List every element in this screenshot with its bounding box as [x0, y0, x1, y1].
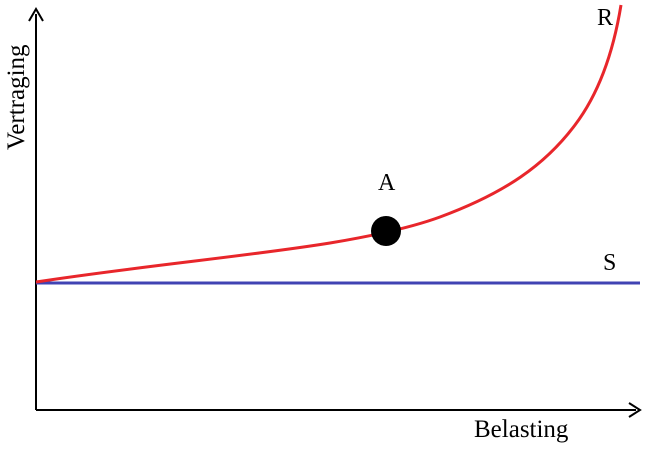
- curve-r: [35, 4, 623, 284]
- point-a-label: A: [378, 170, 396, 196]
- y-axis-label: Vertraging: [3, 44, 30, 150]
- y-axis-arrowhead-icon: [28, 7, 44, 22]
- x-axis-arrowhead-icon: [628, 402, 642, 418]
- point-a-marker: [371, 216, 401, 246]
- y-axis: [28, 7, 44, 410]
- x-axis-label: Belasting: [474, 416, 569, 443]
- curve-s-label: S: [603, 250, 616, 276]
- x-axis: [36, 402, 642, 418]
- curve-r-label: R: [597, 5, 613, 31]
